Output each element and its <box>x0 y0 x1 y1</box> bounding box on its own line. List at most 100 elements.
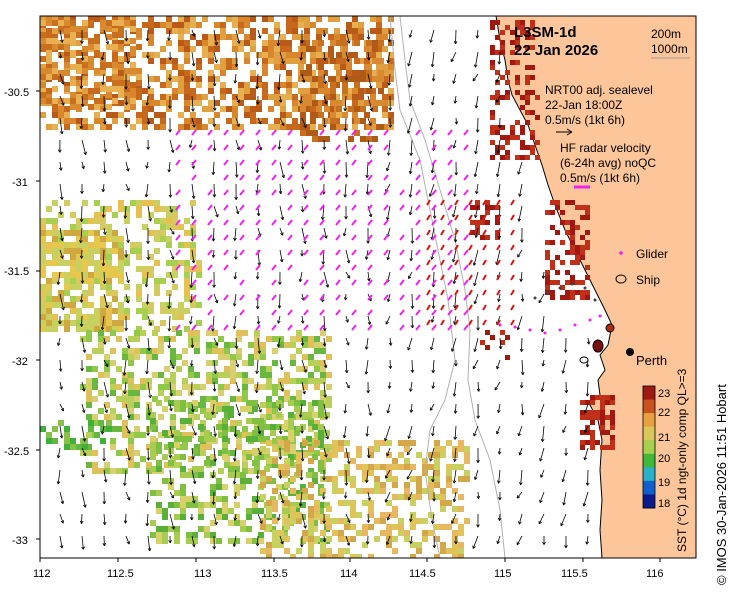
sst-pixel <box>40 266 46 272</box>
sst-pixel <box>180 466 186 472</box>
radar-arrow <box>367 324 373 331</box>
sst-pixel <box>156 538 162 544</box>
sst-pixel <box>320 378 326 384</box>
sealevel-arrow-head <box>345 319 349 323</box>
sst-pixel <box>184 40 190 46</box>
radar-arrow <box>367 219 373 226</box>
sst-pixel <box>156 460 162 466</box>
sst-pixel <box>290 396 296 402</box>
sst-pixel <box>378 40 384 46</box>
sst-pixel <box>40 308 46 314</box>
sealevel-arrow-head <box>431 369 435 374</box>
sst-pixel <box>250 112 256 118</box>
sst-pixel <box>88 218 94 224</box>
sealevel-arrow <box>408 491 413 501</box>
sealevel-arrow <box>80 117 83 129</box>
sst-pixel <box>274 82 280 88</box>
sst-pixel <box>350 554 356 558</box>
sealevel-arrow-head <box>281 60 285 65</box>
sst-pixel <box>226 34 232 40</box>
sealevel-arrow-head <box>122 372 127 376</box>
sst-pixel <box>446 500 452 506</box>
sst-pixel <box>166 16 172 22</box>
sst-pixel <box>310 106 316 112</box>
sst-pixel <box>236 354 242 360</box>
sealevel-arrow-head <box>388 365 393 369</box>
sst-pixel <box>130 94 136 100</box>
sealevel-arrow-head <box>102 341 107 345</box>
sst-pixel <box>338 440 344 446</box>
sst-pixel <box>188 456 194 462</box>
sst-pixel <box>266 402 272 408</box>
sealevel-arrow <box>80 227 83 243</box>
sst-pixel <box>362 464 368 470</box>
sst-pixel <box>76 236 82 242</box>
sst-pixel <box>294 490 300 496</box>
sst-pixel <box>290 360 296 366</box>
sealevel-arrow <box>279 249 283 263</box>
sealevel-arrow-head <box>585 364 590 368</box>
sealevel-arrow <box>191 491 195 504</box>
radar-arrow <box>303 174 309 181</box>
sst-pixel <box>76 284 82 290</box>
sealevel-arrow <box>367 315 371 325</box>
sst-pixel <box>354 82 360 88</box>
warm-sst-pixel <box>575 290 580 295</box>
sst-pixel <box>118 44 124 50</box>
sst-pixel <box>92 348 98 354</box>
sealevel-arrow-head <box>563 411 568 415</box>
sealevel-arrow-head <box>257 430 262 435</box>
sst-pixel <box>94 326 100 332</box>
warm-sst-pixel <box>530 145 535 150</box>
sst-pixel <box>184 242 190 248</box>
sst-pixel <box>212 342 218 348</box>
x-tick-label: 114 <box>340 568 358 580</box>
sealevel-arrow-head <box>167 305 171 309</box>
sst-pixel <box>162 478 168 484</box>
sealevel-arrow-head <box>58 321 62 325</box>
sealevel-arrow-head <box>367 454 371 459</box>
warm-sst-pixel <box>545 275 550 280</box>
sst-pixel <box>98 468 104 474</box>
sst-pixel <box>346 70 352 76</box>
sealevel-arrow <box>563 491 567 506</box>
sst-pixel <box>308 408 314 414</box>
sealevel-arrow <box>323 381 326 398</box>
sst-pixel <box>58 98 64 104</box>
sealevel-arrow-head <box>167 328 172 332</box>
sst-pixel <box>286 40 292 46</box>
sealevel-arrow-head <box>453 436 457 440</box>
sst-pixel <box>428 476 434 482</box>
sst-pixel <box>94 230 100 236</box>
warm-sst-pixel <box>495 125 500 130</box>
radar-arrow <box>496 319 501 326</box>
sst-pixel <box>398 440 404 446</box>
radar-arrow <box>415 174 421 181</box>
sst-pixel <box>326 444 332 450</box>
sealevel-arrow <box>235 139 240 150</box>
sst-pixel <box>272 384 278 390</box>
sst-pixel <box>174 514 180 520</box>
sst-pixel <box>46 248 52 254</box>
sst-pixel <box>222 418 228 424</box>
sst-pixel <box>334 34 340 40</box>
sst-pixel <box>70 32 76 38</box>
sst-pixel <box>322 88 328 94</box>
sst-pixel <box>86 330 92 336</box>
radar-arrow <box>191 174 197 181</box>
sst-pixel <box>326 506 332 512</box>
sealevel-arrow-head <box>474 476 478 480</box>
sst-pixel <box>168 442 174 448</box>
sst-pixel <box>136 266 142 272</box>
colorbar-tick: 21 <box>658 432 670 444</box>
radar-arrow <box>496 274 501 281</box>
warm-sst-pixel <box>485 205 490 210</box>
sst-pixel <box>308 402 314 408</box>
sealevel-arrow-head <box>454 172 458 176</box>
sst-pixel <box>352 34 358 40</box>
warm-sst-pixels <box>470 20 615 450</box>
radar-arrow <box>468 259 473 266</box>
sealevel-arrow <box>57 447 61 459</box>
sealevel-arrow-head <box>453 193 457 197</box>
sst-pixel <box>262 94 268 100</box>
